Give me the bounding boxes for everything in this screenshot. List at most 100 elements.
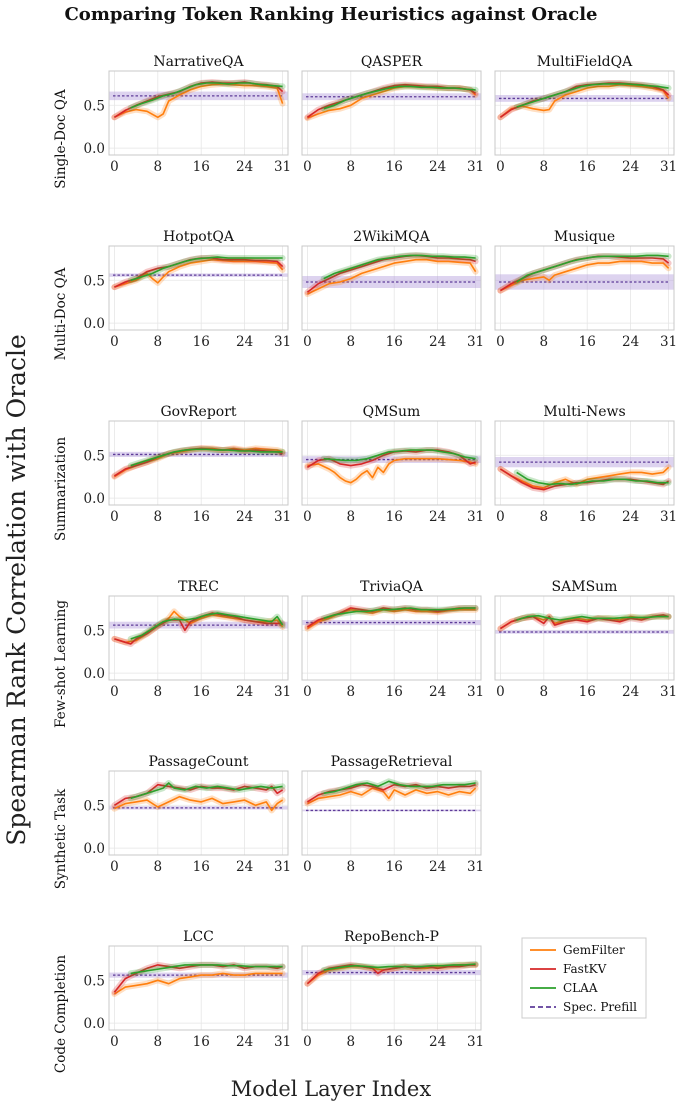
panel: HotpotQA 0 8 16 24 31 0.0 0.5 <box>84 229 292 350</box>
y-tick-label: 0.5 <box>84 623 105 639</box>
x-tick-label: 0 <box>110 159 119 175</box>
claa-line <box>130 964 283 975</box>
gemfilter-line <box>114 83 284 119</box>
x-tick-label: 31 <box>274 684 291 700</box>
y-axis-super-label: Spearman Rank Correlation with Oracle <box>2 334 31 846</box>
panel-title: Musique <box>554 229 615 245</box>
fastkv-line <box>114 612 283 645</box>
gemfilter-line <box>307 258 477 295</box>
panel-frame <box>301 70 482 156</box>
x-tick-label: 16 <box>193 859 210 875</box>
x-tick-label: 8 <box>154 509 163 525</box>
x-tick-label: 31 <box>467 159 484 175</box>
fastkv-line <box>113 447 283 477</box>
x-tick-label: 31 <box>274 1034 291 1050</box>
gemfilter-line <box>113 972 283 995</box>
panel-frame <box>301 245 482 331</box>
row-label: Summarization <box>53 437 69 541</box>
x-tick-label: 16 <box>579 684 596 700</box>
panel-grid: Single-Doc QA NarrativeQA 0 8 16 24 31 0.0 0.5 QA… <box>53 54 677 1073</box>
x-tick-label: 0 <box>303 509 312 525</box>
x-tick-label: 31 <box>660 159 677 175</box>
x-tick-label: 8 <box>347 334 356 350</box>
panel-title: NarrativeQA <box>153 54 244 70</box>
claa-line <box>130 256 283 282</box>
x-tick-label: 24 <box>429 334 446 350</box>
panel-background <box>109 771 288 855</box>
y-tick-label: 0.0 <box>84 141 105 157</box>
panel-frame <box>108 245 289 331</box>
panel: MultiFieldQA 0 8 16 24 31 <box>494 54 677 175</box>
panel-frame <box>108 770 289 856</box>
panel-frame <box>494 245 675 331</box>
x-tick-label: 31 <box>274 334 291 350</box>
x-tick-label: 31 <box>274 509 291 525</box>
x-tick-label: 31 <box>467 1034 484 1050</box>
claa-line <box>130 782 283 800</box>
panel-title: QMSum <box>363 404 421 420</box>
x-tick-label: 0 <box>496 509 505 525</box>
x-tick-label: 8 <box>540 684 549 700</box>
panel: SAMSum 0 8 16 24 31 <box>494 579 677 700</box>
panel: GovReport 0 8 16 24 31 0.0 0.5 <box>84 404 292 525</box>
x-tick-label: 16 <box>579 334 596 350</box>
claa-line <box>130 82 283 109</box>
claa-line <box>323 963 476 971</box>
x-tick-label: 8 <box>154 1034 163 1050</box>
panel-background <box>495 596 674 680</box>
row-label: Single-Doc QA <box>53 89 69 189</box>
x-tick-label: 16 <box>193 684 210 700</box>
legend-label: GemFilter <box>563 943 625 957</box>
x-tick-label: 24 <box>622 509 639 525</box>
y-tick-label: 0.0 <box>84 316 105 332</box>
panel: PassageCount 0 8 16 24 31 0.0 0.5 <box>84 754 292 875</box>
x-tick-label: 8 <box>540 509 549 525</box>
x-tick-label: 24 <box>236 859 253 875</box>
x-tick-label: 31 <box>467 684 484 700</box>
x-tick-label: 8 <box>540 334 549 350</box>
x-tick-label: 0 <box>303 334 312 350</box>
x-tick-label: 24 <box>429 509 446 525</box>
x-tick-label: 8 <box>154 159 163 175</box>
panel-background <box>302 946 481 1030</box>
x-tick-label: 0 <box>110 509 119 525</box>
x-tick-label: 0 <box>496 159 505 175</box>
legend-frame <box>521 937 647 1019</box>
x-tick-label: 0 <box>303 1034 312 1050</box>
panel-frame <box>108 595 289 681</box>
panel-frame <box>494 70 675 156</box>
panel: QASPER 0 8 16 24 31 <box>301 54 484 175</box>
gemfilter-line <box>307 457 476 484</box>
x-tick-label: 0 <box>496 684 505 700</box>
x-tick-label: 31 <box>467 509 484 525</box>
x-tick-label: 24 <box>236 334 253 350</box>
x-tick-label: 24 <box>236 159 253 175</box>
panel-background <box>495 421 674 505</box>
x-tick-label: 16 <box>386 859 403 875</box>
panel-frame <box>108 70 289 156</box>
x-tick-label: 31 <box>274 859 291 875</box>
claa-line <box>130 612 284 640</box>
x-tick-label: 16 <box>579 159 596 175</box>
x-tick-label: 24 <box>622 684 639 700</box>
x-tick-label: 16 <box>579 509 596 525</box>
x-tick-label: 31 <box>660 334 677 350</box>
x-tick-label: 16 <box>386 1034 403 1050</box>
x-tick-label: 16 <box>386 684 403 700</box>
panel-title: RepoBench-P <box>344 929 439 945</box>
x-tick-label: 24 <box>622 334 639 350</box>
claa-line <box>323 780 476 795</box>
x-tick-label: 31 <box>660 684 677 700</box>
panel-background <box>109 946 288 1030</box>
x-tick-label: 31 <box>467 334 484 350</box>
x-tick-label: 31 <box>274 159 291 175</box>
panel-background <box>302 71 481 155</box>
claa-line <box>323 85 476 110</box>
legend-label: Spec. Prefill <box>563 1000 637 1014</box>
x-tick-label: 16 <box>193 334 210 350</box>
panel: TREC 0 8 16 24 31 0.0 0.5 <box>84 579 292 700</box>
gemfilter-line <box>499 83 670 118</box>
gemfilter-line <box>307 787 477 805</box>
panel-frame <box>108 420 289 506</box>
